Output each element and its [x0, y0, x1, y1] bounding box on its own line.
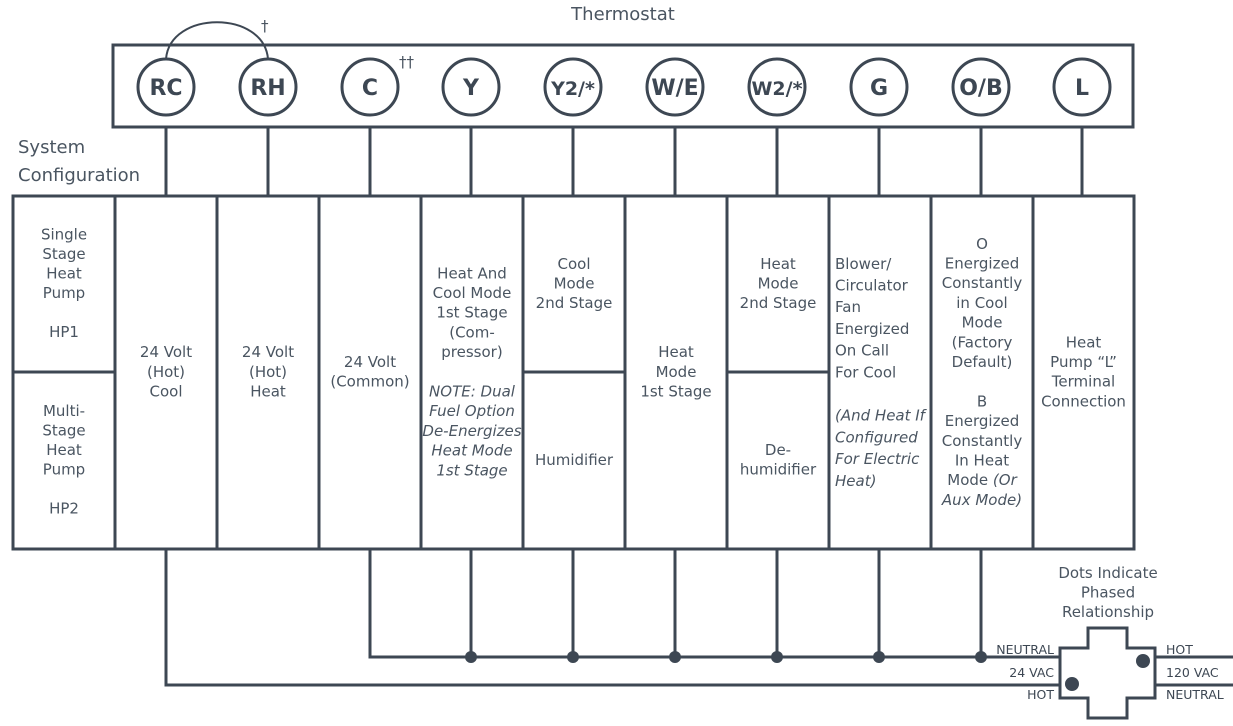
terminal-label: Y2/* [550, 78, 595, 100]
junction-dot [669, 651, 681, 663]
junction-dot [975, 651, 987, 663]
terminal-circle [543, 57, 603, 117]
config-cell-8: Blower/Circulator Fan Energized On Call For … [827, 194, 933, 551]
transformer-label-right-mid: 120 VAC [1166, 665, 1219, 680]
terminal-circle [441, 57, 501, 117]
cell-text: Heat Mode 1st Stage [640, 343, 711, 400]
wire-rc-24vac-hot [164, 549, 1060, 687]
cell-text: Heat And Cool Mode 1st Stage (Com-pressor) N… [422, 264, 521, 479]
terminal-circle [1052, 57, 1112, 117]
terminal-label: RC [149, 76, 182, 101]
wire-c-24vac-neutral [368, 549, 1060, 659]
phase-dot [1136, 654, 1150, 668]
phase-note: Phased [1081, 584, 1135, 602]
c-double-dagger: †† [399, 53, 415, 71]
thermostat-terminal-block [111, 43, 1135, 129]
cell-text: 24 Volt (Common) [330, 353, 409, 391]
terminal-label: O/B [959, 76, 1003, 101]
config-cell-3: 24 Volt (Common) [317, 194, 423, 551]
cell-text: Humidifier [535, 451, 614, 469]
system-configuration-label: System Configuration [18, 137, 140, 186]
transformer-label-right-bottom: NEUTRAL [1166, 687, 1224, 702]
terminal-label: C [362, 76, 378, 101]
cell-text: Multi-Stage Heat Pump HP2 [42, 402, 85, 517]
config-cell-9: O Energized Constantly in Cool Mode (Factory D… [929, 194, 1035, 551]
terminal-circle [340, 57, 400, 117]
diagram-title: Thermostat [570, 4, 675, 25]
rh-dagger: † [261, 17, 269, 35]
terminal-rc: RC [136, 57, 196, 196]
transformer-symbol [1058, 626, 1157, 720]
terminal-we: W/E [645, 57, 705, 196]
terminal-c: C [340, 57, 400, 196]
terminal-y: Y [441, 57, 501, 196]
cell-text: Cool Mode 2nd Stage [536, 255, 613, 312]
cell-border [1031, 194, 1136, 551]
config-cell-1: 24 Volt (Hot) Cool [113, 194, 219, 551]
terminal-w2: W2/* [747, 57, 807, 196]
transformer-label-left-bottom: HOT [1027, 687, 1054, 702]
config-cell-5: Cool Mode 2nd Stage Humidifier [521, 194, 627, 551]
cell-border [419, 194, 525, 551]
terminal-circle [849, 57, 909, 117]
cell-text: 24 Volt (Hot) Heat [242, 343, 294, 400]
config-cell-2: 24 Volt (Hot) Heat [215, 194, 321, 551]
junction-dot [873, 651, 885, 663]
junction-dot [771, 651, 783, 663]
terminal-label: G [870, 76, 888, 101]
config-cell-7: Heat Mode 2nd Stage De-humidifier [725, 194, 831, 551]
cell-text: Blower/Circulator Fan Energized On Call For … [835, 255, 928, 490]
junction-dot [567, 651, 579, 663]
config-cell-4: Heat And Cool Mode 1st Stage (Com-pressor) N… [419, 194, 525, 551]
transformer-label-right-top: HOT [1166, 642, 1193, 657]
terminal-circle [951, 57, 1011, 117]
phase-note: Relationship [1062, 603, 1154, 621]
config-cell-6: Heat Mode 1st Stage [623, 194, 729, 551]
transformer-label-left-mid: 24 VAC [1009, 665, 1054, 680]
terminal-l: L [1052, 57, 1112, 196]
terminal-circle [747, 57, 807, 117]
cell-text: Heat Mode 2nd Stage [740, 255, 817, 312]
config-cell-0: Single Stage Heat Pump HP1 Multi-Stage Heat Pum… [11, 194, 117, 551]
cell-text: Single Stage Heat Pump HP1 [41, 226, 87, 342]
cell-text: Heat Pump “L” Terminal Connection [1041, 333, 1126, 410]
transformer-label-left-top: NEUTRAL [996, 642, 1054, 657]
rc-rh-jumper [165, 21, 269, 60]
cell-text: De-humidifier [740, 441, 817, 479]
terminal-label: RH [250, 76, 285, 101]
cell-text: 24 Volt (Hot) Cool [140, 343, 192, 400]
terminal-circle [238, 57, 298, 117]
terminal-ob: O/B [951, 57, 1011, 196]
terminal-g: G [849, 57, 909, 196]
terminal-label: L [1075, 76, 1089, 101]
junction-dot [465, 651, 477, 663]
cell-text: O Energized Constantly in Cool Mode (Factory D… [941, 235, 1022, 509]
terminal-circle [645, 57, 705, 117]
config-cell-10: Heat Pump “L” Terminal Connection [1031, 194, 1136, 551]
terminal-y2: Y2/* [543, 57, 603, 196]
terminal-label: W/E [651, 76, 698, 101]
phase-dot [1065, 677, 1079, 691]
terminal-circle [136, 57, 196, 117]
phase-note: Dots Indicate [1058, 564, 1157, 582]
terminal-label: W2/* [751, 78, 802, 100]
terminal-label: Y [462, 76, 480, 101]
terminal-rh: RH [238, 57, 298, 196]
